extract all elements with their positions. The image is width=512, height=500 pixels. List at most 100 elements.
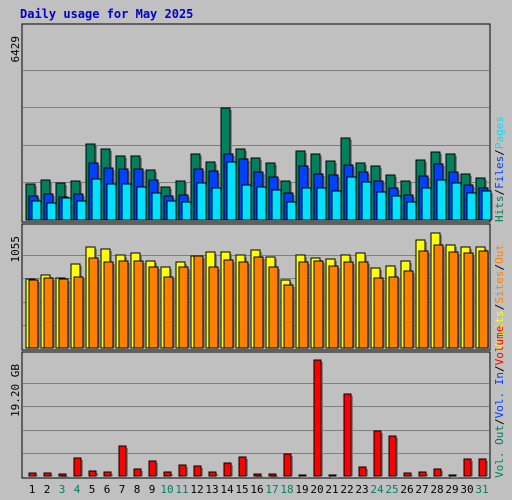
legend-entry: Files: [493, 156, 506, 189]
bar-volume-day-12: [193, 465, 203, 477]
x-tick-label: 22: [340, 483, 353, 496]
x-tick-label: 8: [134, 483, 141, 496]
bar-sites-day-21: [328, 265, 340, 349]
legend-entry: Visits: [493, 310, 506, 350]
legend-entry: Vol. Out: [493, 425, 506, 478]
bar-sites-day-25: [388, 276, 400, 349]
legend-entry: Vol. In: [493, 372, 506, 418]
x-tick-label: 14: [220, 483, 234, 496]
bar-sites-day-30: [463, 252, 475, 349]
bar-volume-day-21: [328, 474, 338, 478]
bar-sites-day-15: [238, 261, 250, 349]
legend-entry: Out: [493, 244, 506, 264]
bar-pages-day-31: [481, 190, 493, 221]
x-tick-label: 10: [160, 483, 173, 496]
bar-volume-day-5: [88, 470, 98, 477]
x-tick-label: 5: [89, 483, 96, 496]
bar-sites-day-28: [433, 244, 445, 349]
bar-sites-day-7: [118, 260, 130, 349]
x-tick-label: 25: [385, 483, 398, 496]
bar-volume-day-11: [178, 464, 188, 477]
bar-volume-day-1: [28, 472, 38, 477]
legend-separator: /: [493, 304, 506, 311]
bar-sites-day-18: [283, 284, 295, 349]
bar-sites-day-9: [148, 266, 160, 349]
bar-sites-day-1: [28, 279, 40, 349]
series-legend: Hits/Files/Pages: [493, 116, 506, 222]
bar-sites-day-3: [58, 278, 70, 349]
x-tick-label: 1: [29, 483, 36, 496]
bar-volume-day-2: [43, 472, 53, 477]
bar-volume-day-13: [208, 471, 218, 477]
bar-volume-day-28: [433, 468, 443, 477]
bar-sites-day-16: [253, 256, 265, 349]
bar-sites-day-31: [478, 250, 490, 349]
bar-volume-day-27: [418, 471, 428, 477]
x-tick-label: 23: [355, 483, 368, 496]
panel-frame: [21, 351, 491, 479]
bar-volume-day-20: [313, 359, 323, 477]
x-tick-label: 31: [475, 483, 488, 496]
bar-sites-day-17: [268, 266, 280, 349]
x-tick-label: 3: [59, 483, 66, 496]
x-axis-labels: 1 2 3 4 5 6 7 8 9 10 11 12 13 14 15 16 17 18 19 20 21 22 23 24 2…: [29, 483, 489, 496]
x-tick-label: 27: [415, 483, 428, 496]
bar-volume-day-18: [283, 453, 293, 477]
y-max-label: 19.20 GB: [9, 364, 22, 417]
bar-sites-day-27: [418, 250, 430, 349]
bar-sites-day-12: [193, 255, 205, 349]
bar-sites-day-26: [403, 270, 415, 349]
panel-hits-files-pages: 6429 Hits/Files/Pages: [9, 23, 506, 223]
bar-volume-day-19: [298, 474, 308, 478]
bar-volume-day-31: [478, 458, 488, 477]
bar-sites-day-5: [88, 257, 100, 349]
bar-sites-day-22: [343, 261, 355, 349]
x-tick-label: 13: [205, 483, 218, 496]
bar-volume-day-30: [463, 458, 473, 477]
legend-entry: Sites: [493, 271, 506, 304]
bar-sites-day-23: [358, 261, 370, 349]
series-legend: Visits/Sites/Out: [493, 244, 506, 350]
bar-sites-day-11: [178, 266, 190, 349]
bar-sites-day-20: [313, 260, 325, 349]
x-tick-label: 16: [250, 483, 263, 496]
bar-sites-day-19: [298, 261, 310, 349]
x-tick-label: 20: [310, 483, 323, 496]
x-tick-label: 11: [175, 483, 188, 496]
x-tick-label: 2: [44, 483, 51, 496]
bar-volume-day-9: [148, 460, 158, 477]
x-tick-label: 26: [400, 483, 413, 496]
bar-volume-day-4: [73, 457, 83, 477]
chart-title: Daily usage for May 2025: [20, 7, 193, 21]
bar-volume-day-10: [163, 471, 173, 477]
bar-volume-day-14: [223, 462, 233, 477]
legend-entry: Pages: [493, 116, 506, 149]
bar-sites-day-8: [133, 260, 145, 349]
series-legend: Vol. Out/Vol. In/Volume: [493, 326, 506, 478]
bar-volume-day-6: [103, 471, 113, 477]
bar-sites-day-29: [448, 251, 460, 349]
bar-sites-day-24: [373, 277, 385, 349]
chart-panels: 6429Hits/Files/Pages1055Visits/Sites/Out…: [9, 23, 506, 479]
bar-volume-day-26: [403, 472, 413, 477]
legend-separator: /: [493, 149, 506, 156]
bar-sites-day-6: [103, 261, 115, 349]
legend-separator: /: [493, 365, 506, 372]
bar-sites-day-10: [163, 276, 175, 349]
bar-sites-day-4: [73, 276, 85, 349]
x-tick-label: 19: [295, 483, 308, 496]
legend-entry: Volume: [493, 326, 506, 366]
y-max-label: 6429: [9, 36, 22, 63]
bar-volume-day-8: [133, 468, 143, 477]
y-max-label: 1055: [9, 236, 22, 263]
bar-sites-day-13: [208, 266, 220, 349]
bar-volume-day-15: [238, 456, 248, 477]
bar-volume-day-16: [253, 473, 263, 477]
bar-volume-day-29: [448, 474, 458, 478]
x-tick-label: 12: [190, 483, 203, 496]
x-tick-label: 9: [149, 483, 156, 496]
x-tick-label: 30: [460, 483, 473, 496]
x-tick-label: 24: [370, 483, 384, 496]
